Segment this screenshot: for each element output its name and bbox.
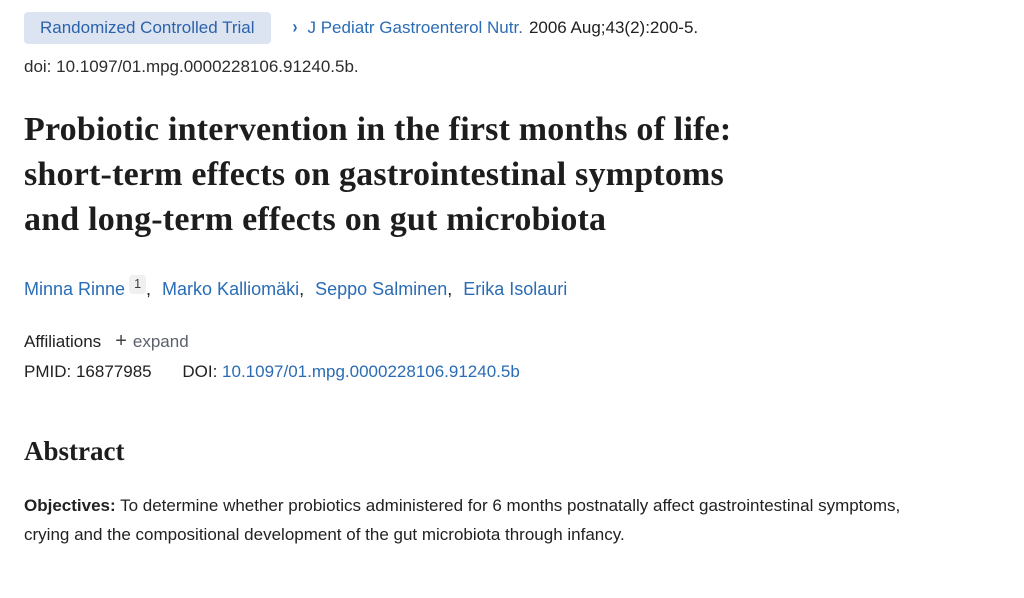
article-title: Probiotic intervention in the first mont… <box>24 107 1000 242</box>
objectives-text: To determine whether probiotics administ… <box>24 496 901 545</box>
doi-label: DOI: <box>182 362 218 382</box>
author-link[interactable]: Seppo Salminen <box>315 279 448 300</box>
pmid-label: PMID: <box>24 362 72 382</box>
identifiers-row: PMID: 16877985 DOI: 10.1097/01.mpg.00002… <box>24 362 1000 382</box>
publication-type-badge: Randomized Controlled Trial <box>24 12 271 45</box>
affiliations-row: Affiliations + expand <box>24 330 1000 353</box>
author-affiliation-superscript[interactable]: 1 <box>129 275 147 294</box>
title-line-3: and long-term effects on gut microbiota <box>24 201 607 239</box>
pmid-value: 16877985 <box>75 362 152 382</box>
abstract-heading: Abstract <box>24 436 125 467</box>
journal-link[interactable]: J Pediatr Gastroenterol Nutr. <box>307 18 523 37</box>
doi-link[interactable]: 10.1097/01.mpg.0000228106.91240.5b <box>222 362 520 382</box>
pmid-group: PMID: 16877985 <box>24 362 156 381</box>
author-link[interactable]: Erika Isolauri <box>463 279 568 300</box>
author-link[interactable]: Minna Rinne <box>24 279 126 300</box>
objectives-label: Objectives: <box>24 496 116 516</box>
author-link[interactable]: Marko Kalliomäki <box>162 279 300 300</box>
authors-list: Minna Rinne 1, Marko Kalliomäki, Seppo Sa… <box>24 275 1000 300</box>
author-separator: , <box>299 279 305 300</box>
plus-icon[interactable]: + <box>115 330 127 353</box>
author-separator: , <box>447 279 453 300</box>
citation-issue-text: 2006 Aug;43(2):200-5. <box>528 18 699 37</box>
chevron-right-icon: › <box>292 17 298 39</box>
doi-group: DOI: 10.1097/01.mpg.0000228106.91240.5b <box>182 362 519 381</box>
affiliations-label: Affiliations <box>24 331 102 351</box>
citation-row: Randomized Controlled Trial › J Pediatr … <box>24 12 1000 45</box>
title-line-1: Probiotic intervention in the first mont… <box>24 111 732 149</box>
abstract-paragraph: Objectives: To determine whether probiot… <box>24 491 936 549</box>
expand-affiliations-button[interactable]: expand <box>132 331 189 351</box>
title-line-2: short-term effects on gastrointestinal s… <box>24 156 724 194</box>
author-separator: , <box>146 279 152 300</box>
doi-line: doi: 10.1097/01.mpg.0000228106.91240.5b. <box>24 57 359 77</box>
